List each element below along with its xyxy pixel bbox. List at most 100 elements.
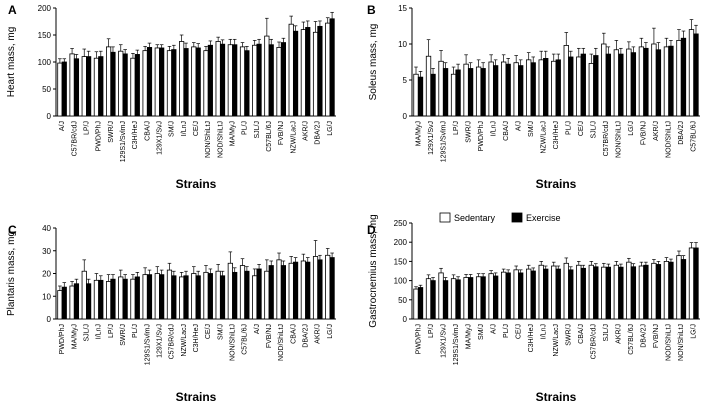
panel-label: C <box>8 223 17 237</box>
sedentary-bar <box>69 53 75 117</box>
legend: Sedentary Exercise <box>439 212 561 223</box>
x-tick-label: PL/J <box>566 121 573 135</box>
x-tick-label: DBA/2J <box>303 324 310 348</box>
sedentary-bar <box>81 56 87 117</box>
exercise-bar <box>317 25 323 117</box>
sedentary-bar <box>501 271 507 320</box>
y-tick-label: 150 <box>38 31 52 40</box>
exercise-bar <box>134 276 140 320</box>
exercise-bar <box>417 287 424 320</box>
exercise-bar <box>580 267 586 320</box>
x-tick-label: LP/J <box>428 324 435 338</box>
exercise-bar <box>455 279 461 320</box>
sedentary-bar <box>475 276 482 320</box>
sedentary-bar <box>576 264 582 320</box>
sedentary-bar <box>676 255 682 320</box>
panel-label: B <box>367 3 376 17</box>
y-tick-label: 0 <box>403 315 408 324</box>
x-tick-label: PWD/PhJ <box>478 121 485 151</box>
chart-panel-D: D 0 50 100 150 200 250 Gastrocnemius mass, mg PW… <box>367 214 700 404</box>
sedentary-bar <box>576 56 582 117</box>
exercise-bar <box>232 44 238 117</box>
x-tick-label: C57BL/6J <box>691 121 698 152</box>
x-tick-label: NOD/ShiLtJ <box>278 324 285 361</box>
x-tick-label: 129S1/SvlmJ <box>144 324 151 365</box>
x-tick-label: 129S1/SvlmJ <box>120 121 127 162</box>
sedentary-bar <box>215 270 221 320</box>
x-tick-label: MA/MyJ <box>230 121 237 146</box>
y-axis-title: Heart mass, mg <box>6 27 17 98</box>
sedentary-bar <box>264 35 270 117</box>
sedentary-bar <box>551 60 557 117</box>
y-tick-label: 20 <box>42 270 51 279</box>
x-tick-label: AKR/J <box>315 324 322 344</box>
x-tick-label: AKR/J <box>616 324 623 344</box>
exercise-bar <box>580 53 586 117</box>
x-tick-label: LP/J <box>453 121 460 135</box>
exercise-bar <box>618 53 624 117</box>
x-tick-label: 129S1/SvlmJ <box>440 121 447 162</box>
x-tick-label: C3H/HeJ <box>132 121 139 149</box>
y-tick-label: 100 <box>38 58 52 67</box>
sedentary-bar <box>663 260 670 320</box>
y-tick-label: 15 <box>398 4 407 13</box>
x-tick-label: CBA/J <box>144 121 151 141</box>
sedentary-bar <box>252 44 258 117</box>
y-tick-label: 200 <box>38 4 52 13</box>
sedentary-bar <box>179 41 185 117</box>
x-tick-label: SWR/J <box>120 324 127 346</box>
exercise-bar <box>417 76 424 117</box>
x-axis-title: Strains <box>536 390 577 404</box>
sedentary-bar <box>179 276 185 320</box>
sedentary-bar <box>264 270 270 320</box>
x-tick-label: CBA/J <box>503 121 510 141</box>
exercise-bar <box>430 280 436 320</box>
x-tick-label: LG/J <box>628 121 635 136</box>
exercise-bar <box>86 283 92 320</box>
chart-panel-A: A 0 50 100 150 200 Heart mass, mg A/J C57BR/cdJ L… <box>6 3 336 191</box>
exercise-bar <box>555 268 561 320</box>
sedentary-bar <box>651 43 657 117</box>
exercise-bar <box>122 278 128 320</box>
sedentary-bar <box>425 278 432 320</box>
exercise-bar <box>480 276 486 320</box>
exercise-bar <box>292 30 299 117</box>
legend-label-exercise: Exercise <box>526 213 561 223</box>
sedentary-bar <box>563 45 569 117</box>
x-tick-label: PWD/PhJ <box>96 121 103 151</box>
sedentary-bar <box>626 261 632 320</box>
y-tick-label: 0 <box>403 112 408 121</box>
x-tick-label: PWD/PhJ <box>415 324 422 354</box>
x-tick-label: C57BR/cdJ <box>591 324 598 359</box>
sedentary-bar <box>288 23 294 117</box>
exercise-bar <box>480 68 486 117</box>
sedentary-bar <box>300 260 306 320</box>
sedentary-bar <box>130 278 136 320</box>
exercise-bar <box>207 44 213 117</box>
y-tick-label: 50 <box>398 296 407 305</box>
exercise-bar <box>146 274 153 320</box>
x-tick-label: MA/MyJ <box>465 324 472 349</box>
exercise-bar <box>219 275 226 320</box>
sedentary-bar <box>288 262 294 320</box>
x-tick-label: SWR/J <box>465 121 472 143</box>
x-tick-label: NOD/ShiLtJ <box>217 121 224 158</box>
exercise-bar <box>256 268 262 320</box>
exercise-bar <box>605 53 611 117</box>
y-tick-label: 10 <box>398 40 407 49</box>
y-tick-label: 200 <box>394 238 408 247</box>
x-tick-label: FVB/NJ <box>641 121 648 145</box>
y-tick-label: 40 <box>42 224 51 233</box>
x-tick-label: NON/ShiLtJ <box>205 121 212 158</box>
x-tick-label: 129X1/SvJ <box>156 324 163 358</box>
exercise-bar <box>555 59 561 117</box>
y-tick-label: 5 <box>403 76 408 85</box>
exercise-bar <box>110 278 116 320</box>
sedentary-bar <box>651 262 657 320</box>
x-tick-label: C3H/HeJ <box>193 324 200 352</box>
exercise-bar <box>171 49 177 117</box>
x-tick-label: 129X1/SvJ <box>156 121 163 155</box>
exercise-bar <box>256 43 262 117</box>
exercise-bar <box>680 37 687 117</box>
sedentary-bar <box>688 247 695 320</box>
